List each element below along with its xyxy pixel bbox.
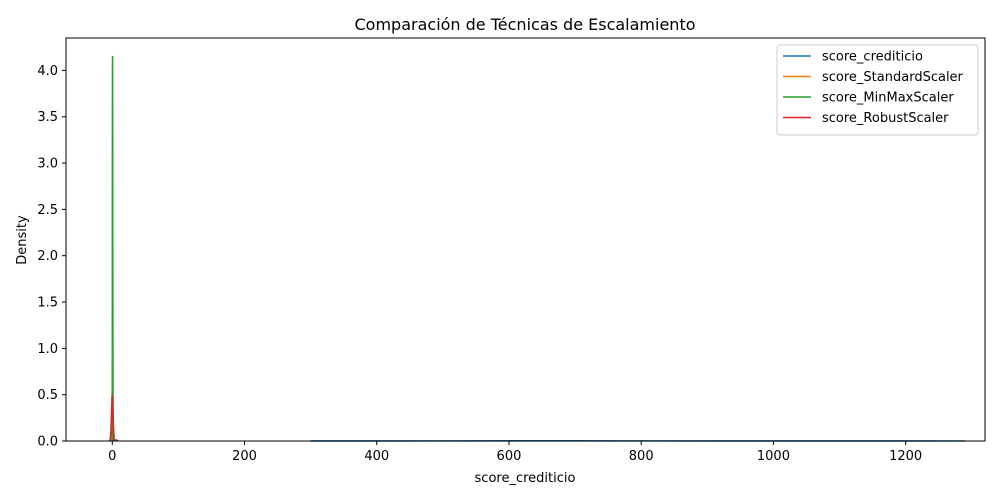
y-tick-label: 1.5 — [37, 296, 58, 311]
legend-box — [776, 44, 979, 136]
y-tick-label: 0.5 — [37, 388, 58, 403]
y-tick-label: 0.0 — [37, 435, 58, 450]
x-axis: 0 200 400 600 800 1000 1200 — [108, 441, 922, 464]
x-tick-label: 400 — [364, 449, 389, 464]
y-tick-label: 3.5 — [37, 110, 58, 125]
x-tick-label: 0 — [108, 449, 116, 464]
chart-title: Comparación de Técnicas de Escalamiento — [355, 15, 696, 34]
legend-label: score_MinMaxScaler — [822, 91, 954, 106]
y-tick-label: 2.0 — [37, 249, 58, 264]
x-tick-label: 800 — [629, 449, 654, 464]
legend-label: score_RobustScaler — [822, 111, 949, 126]
x-axis-label: score_crediticio — [475, 471, 576, 486]
legend: score_crediticio score_StandardScalerscor… — [776, 44, 979, 136]
x-tick-label: 1200 — [889, 449, 922, 464]
y-tick-label: 1.0 — [37, 342, 58, 357]
legend-label: score_crediticio — [822, 50, 923, 65]
y-axis-label: Density — [15, 215, 30, 265]
y-tick-label: 3.0 — [37, 157, 58, 172]
series-line-score_MinMaxScaler — [111, 55, 114, 442]
legend-label: score_StandardScaler — [822, 70, 964, 85]
y-tick-label: 4.0 — [37, 64, 58, 79]
x-tick-label: 1000 — [757, 449, 790, 464]
series-line-score_RobustScaler — [108, 393, 119, 442]
y-tick-label: 2.5 — [37, 203, 58, 218]
x-tick-label: 600 — [497, 449, 522, 464]
axes-frame — [65, 37, 986, 442]
x-tick-label: 200 — [232, 449, 257, 464]
y-axis: 0.0 0.5 1.0 1.5 2.0 2.5 3.0 3.5 4.0 — [37, 64, 66, 450]
